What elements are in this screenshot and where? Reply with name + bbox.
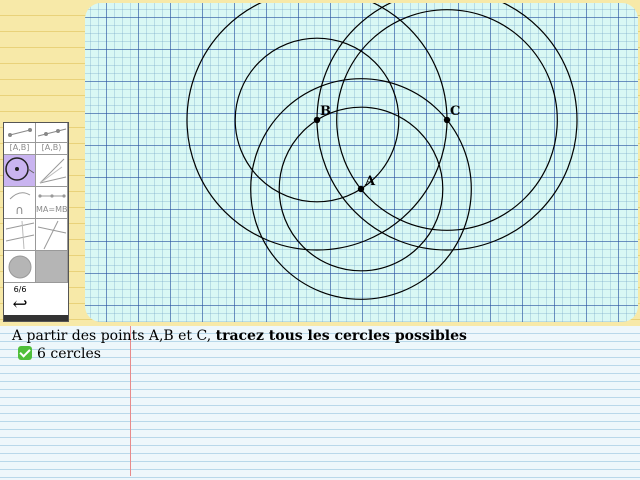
parallel-icon <box>37 220 67 250</box>
equal-length-text: MA=MB <box>36 205 68 214</box>
angle-icon <box>39 158 67 184</box>
segment-label-tool-2[interactable]: [A,B) <box>36 143 68 155</box>
perpendicular-icon <box>5 220 35 250</box>
arc-symbol: ∩ <box>15 203 24 217</box>
equal-segments-icon <box>38 194 66 198</box>
arc-arrow-icon <box>9 192 31 200</box>
point-B[interactable] <box>313 116 321 124</box>
segment-label-text: [A,B] <box>9 143 30 152</box>
point-label-C: C <box>450 104 460 119</box>
point-C[interactable] <box>443 116 451 124</box>
angle-tool[interactable] <box>36 155 68 187</box>
point-label-A: A <box>364 174 376 189</box>
point-A[interactable] <box>357 185 365 193</box>
circle-A-C[interactable] <box>250 78 472 300</box>
fill-tool[interactable] <box>4 251 36 283</box>
notebook-panel: A partir des points A,B et C, tracez tou… <box>0 326 640 480</box>
segment-label-text-2: [A,B) <box>41 143 62 152</box>
perpendicular-tool[interactable] <box>4 219 36 251</box>
filled-disc-icon <box>8 255 32 279</box>
instruction-bold: tracez tous les cercles possibles <box>215 328 467 344</box>
equal-length-tool[interactable]: MA=MB <box>36 187 68 219</box>
parallel-tool[interactable] <box>36 219 68 251</box>
margin-line <box>130 326 131 476</box>
line-tool[interactable] <box>36 123 68 143</box>
result-line: 6 cercles <box>18 346 101 362</box>
circle-A-B[interactable] <box>278 106 444 272</box>
tool-palette: [A,B] [A,B) ∩ MA=MB 6/6 ↩ <box>3 122 69 322</box>
gray-tool[interactable] <box>36 251 68 283</box>
check-icon <box>18 346 32 360</box>
geometry-canvas[interactable]: A B C <box>85 3 638 322</box>
segment-tool[interactable] <box>4 123 36 143</box>
point-label-B: B <box>320 104 331 119</box>
circle-C-A[interactable] <box>336 9 558 231</box>
circle-icon <box>5 157 35 181</box>
construction-drawing[interactable]: A B C <box>85 3 638 322</box>
result-text: 6 cercles <box>37 346 101 362</box>
segment-label-tool[interactable]: [A,B] <box>4 143 36 155</box>
page-counter: 6/6 <box>13 285 27 294</box>
instruction-text: A partir des points A,B et C, tracez tou… <box>12 328 467 344</box>
arc-tool[interactable]: ∩ <box>4 187 36 219</box>
undo-button[interactable]: ↩ <box>12 294 28 315</box>
toolbar-footer <box>4 315 68 321</box>
circle-B-A[interactable] <box>234 37 400 203</box>
instruction-plain: A partir des points A,B et C, <box>12 328 216 344</box>
circle-tool[interactable] <box>4 155 36 187</box>
